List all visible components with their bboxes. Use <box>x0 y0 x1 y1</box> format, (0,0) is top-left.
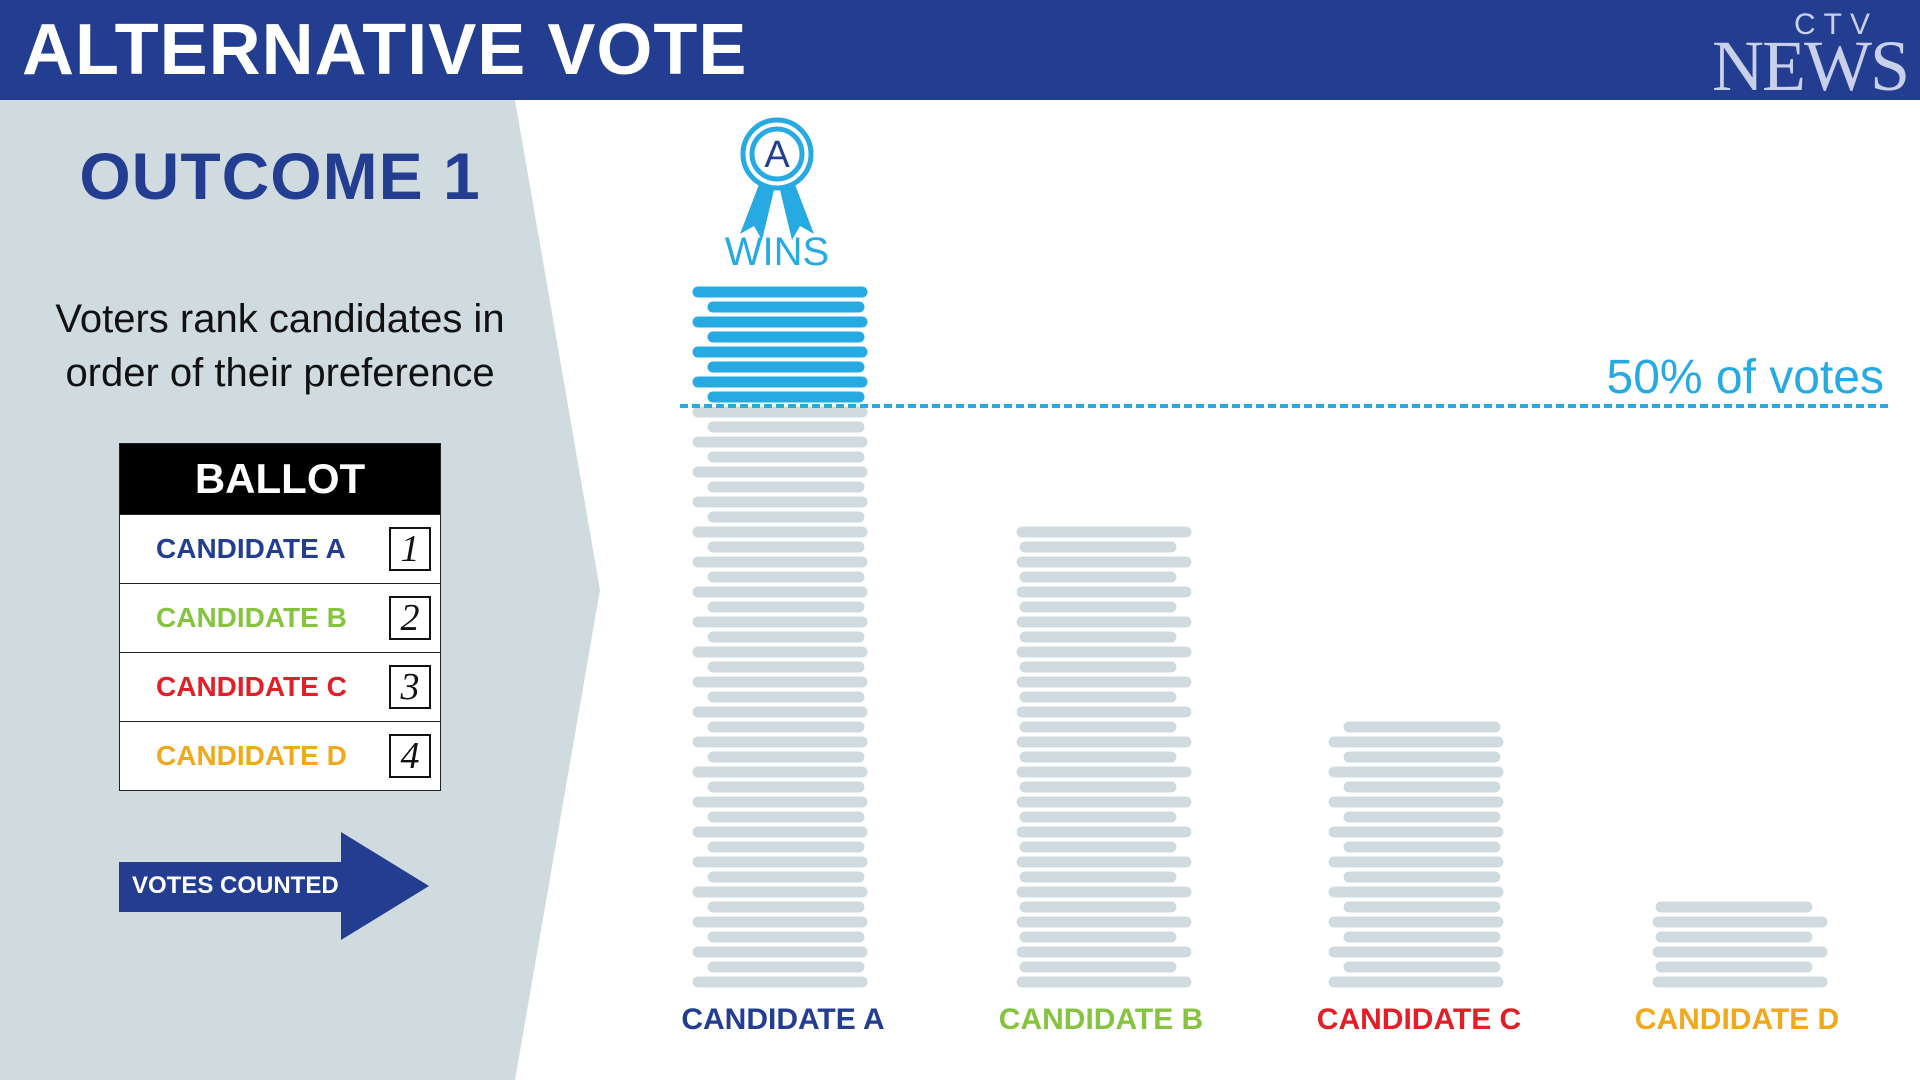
ballot-candidate-name: CANDIDATE C <box>156 671 347 702</box>
x-axis-label-candidate-c: CANDIDATE C <box>1316 1003 1522 1036</box>
ballot-card: BALLOT CANDIDATE A 1 CANDIDATE B 2 CANDI… <box>119 443 441 791</box>
x-axis-label-candidate-d: CANDIDATE D <box>1634 1003 1840 1036</box>
logo-news-text: NEWS <box>1712 26 1910 106</box>
ballot-candidate-name: CANDIDATE A <box>156 533 346 564</box>
ballot-rank-box: 3 <box>389 665 431 709</box>
ballot-candidate-name: CANDIDATE B <box>156 602 347 633</box>
ballot-rank-box: 2 <box>389 596 431 640</box>
ballot-row: CANDIDATE A 1 <box>120 514 440 583</box>
right-arrow-icon <box>119 832 429 940</box>
description-line-2: order of their preference <box>65 351 495 395</box>
logo-ctv-text: CTV <box>1794 8 1878 41</box>
threshold-label: 50% of votes <box>1606 351 1885 404</box>
ballot-header: BALLOT <box>120 444 440 514</box>
votes-counted-label: VOTES COUNTED <box>132 872 339 899</box>
page-title: ALTERNATIVE VOTE <box>22 10 748 90</box>
ballot-row: CANDIDATE B 2 <box>120 583 440 652</box>
ballot-row: CANDIDATE D 4 <box>120 721 440 790</box>
x-axis-label-candidate-a: CANDIDATE A <box>681 1003 885 1036</box>
ballot-rank-box: 4 <box>389 734 431 778</box>
wins-label: WINS <box>724 230 830 274</box>
winner-letter: A <box>764 134 790 176</box>
threshold-line <box>680 404 1888 408</box>
description-line-1: Voters rank candidates in <box>55 297 505 341</box>
ctv-news-logo: CTV NEWS <box>1712 8 1910 106</box>
ribbon-rosette-icon <box>740 117 814 240</box>
ballot-row: CANDIDATE C 3 <box>120 652 440 721</box>
outcome-heading: OUTCOME 1 <box>79 139 481 213</box>
ballot-rank-box: 1 <box>389 527 431 571</box>
x-axis-label-candidate-b: CANDIDATE B <box>998 1003 1204 1036</box>
description-text: Voters rank candidates in order of their… <box>0 292 560 400</box>
ballot-candidate-name: CANDIDATE D <box>156 740 347 771</box>
header-bar: ALTERNATIVE VOTE CTV NEWS <box>0 0 1920 106</box>
